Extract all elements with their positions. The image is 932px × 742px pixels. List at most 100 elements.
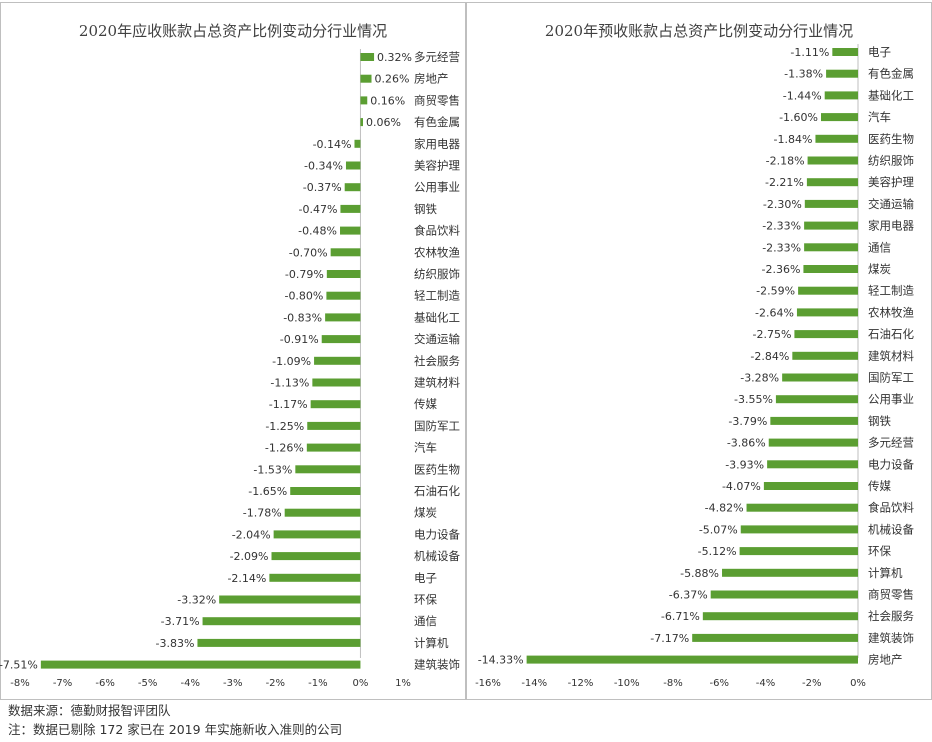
bar xyxy=(710,590,858,599)
data-label: -1.84% xyxy=(774,133,813,146)
category-label: 商贸零售 xyxy=(414,93,460,107)
bar xyxy=(775,395,858,404)
tick-label: -2% xyxy=(266,678,285,689)
data-label: -7.17% xyxy=(650,632,689,645)
data-label: -0.70% xyxy=(289,246,328,259)
chart-title: 2020年应收账款占总资产比例变动分行业情况 xyxy=(78,22,388,40)
category-label: 建筑材料 xyxy=(414,376,460,390)
bar xyxy=(326,270,361,278)
category-label: 机械设备 xyxy=(868,522,914,536)
tick-label: -6% xyxy=(95,678,114,689)
data-label: 0.16% xyxy=(370,94,405,107)
data-label: -2.30% xyxy=(763,198,802,211)
tick-label: -6% xyxy=(710,678,729,689)
bar xyxy=(692,633,858,642)
bar xyxy=(40,660,361,669)
bar xyxy=(763,482,858,490)
data-label: -1.17% xyxy=(269,398,308,411)
bar xyxy=(269,573,361,582)
category-label: 多元经营 xyxy=(414,50,460,64)
bar xyxy=(807,156,858,165)
data-label: -2.64% xyxy=(755,306,794,319)
advances-chart-panel: 2020年预收账款占总资产比例变动分行业情况 -1.11% 电子 -1.38% 有色金… xyxy=(466,0,932,700)
category-label: 煤炭 xyxy=(868,262,891,276)
tick-label: -16% xyxy=(475,678,501,689)
bar xyxy=(770,416,858,425)
category-label: 计算机 xyxy=(414,636,449,650)
bar xyxy=(360,53,375,61)
bar xyxy=(197,638,361,647)
category-label: 有色金属 xyxy=(414,115,460,129)
category-label: 农林牧渔 xyxy=(868,305,914,319)
tick-label: -4% xyxy=(180,678,199,689)
category-label: 纺织服饰 xyxy=(868,154,914,168)
data-label: -3.79% xyxy=(728,415,767,428)
category-label: 美容护理 xyxy=(868,175,914,189)
bar xyxy=(360,118,363,127)
bar xyxy=(832,48,858,56)
category-label: 公用事业 xyxy=(868,392,914,406)
chart-title: 2020年预收账款占总资产比例变动分行业情况 xyxy=(544,22,854,40)
data-label: -2.75% xyxy=(752,328,791,341)
data-label: -2.36% xyxy=(762,263,801,276)
data-label: -0.47% xyxy=(299,203,338,216)
data-label: -1.53% xyxy=(253,463,292,476)
category-label: 轻工制造 xyxy=(414,289,460,303)
bar xyxy=(310,400,361,409)
category-label: 电子 xyxy=(414,571,437,585)
category-label: 食品饮料 xyxy=(868,501,914,515)
data-label: -2.09% xyxy=(230,550,269,563)
category-label: 通信 xyxy=(868,240,891,254)
category-label: 机械设备 xyxy=(414,549,460,563)
data-label: 0.32% xyxy=(377,51,412,64)
bar xyxy=(345,161,361,170)
bar xyxy=(284,508,361,517)
bar xyxy=(824,91,858,100)
category-label: 国防军工 xyxy=(414,419,460,433)
data-label: -0.37% xyxy=(303,181,342,194)
advances-bar-chart: -1.11% 电子 -1.38% 有色金属 -1.44% 基础化工 -1.60% 汽车 -1.8… xyxy=(475,44,914,689)
category-label: 计算机 xyxy=(868,566,903,580)
category-label: 钢铁 xyxy=(868,414,891,428)
data-label: -5.07% xyxy=(699,523,738,536)
tick-label: -4% xyxy=(756,678,775,689)
data-label: -0.14% xyxy=(313,138,352,151)
category-label: 环保 xyxy=(868,544,891,558)
tick-label: -1% xyxy=(308,678,327,689)
data-label: -1.38% xyxy=(784,68,823,81)
category-label: 电子 xyxy=(868,45,891,59)
data-label: -1.25% xyxy=(265,420,304,433)
tick-label: -7% xyxy=(53,678,72,689)
tick-label: -5% xyxy=(138,678,157,689)
data-label: -1.11% xyxy=(790,46,829,59)
category-label: 美容护理 xyxy=(414,159,460,173)
bar xyxy=(314,356,361,365)
category-label: 电力设备 xyxy=(414,527,460,541)
bar xyxy=(202,617,361,626)
data-label: -0.83% xyxy=(283,311,322,324)
data-label: -2.18% xyxy=(766,155,805,168)
data-label: -1.09% xyxy=(272,355,311,368)
category-label: 家用电器 xyxy=(868,219,914,233)
data-label: -5.12% xyxy=(698,545,737,558)
category-label: 农林牧渔 xyxy=(414,245,460,259)
data-label: -2.33% xyxy=(762,220,801,233)
data-label: -2.33% xyxy=(762,241,801,254)
bar xyxy=(804,221,858,230)
category-label: 商贸零售 xyxy=(868,588,914,602)
bar xyxy=(740,525,858,534)
tick-label: -10% xyxy=(614,678,640,689)
bar xyxy=(340,204,361,213)
bar xyxy=(326,291,361,300)
category-label: 有色金属 xyxy=(868,67,914,81)
receivables-chart-panel: 2020年应收账款占总资产比例变动分行业情况 0.32% 多元经营 0.26% 房地产… xyxy=(0,0,466,700)
category-label: 医药生物 xyxy=(414,462,460,476)
data-label: -2.14% xyxy=(227,572,266,585)
bar xyxy=(360,74,372,83)
data-label: -1.65% xyxy=(248,485,287,498)
bar xyxy=(739,547,858,556)
category-label: 轻工制造 xyxy=(868,284,914,298)
bar xyxy=(330,248,361,257)
category-label: 传媒 xyxy=(414,397,437,411)
category-label: 食品饮料 xyxy=(414,224,460,238)
